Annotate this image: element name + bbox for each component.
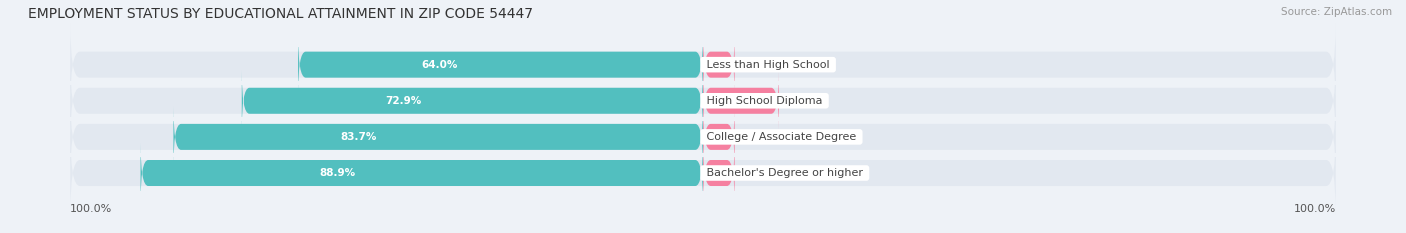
FancyBboxPatch shape (703, 34, 734, 95)
Text: 72.9%: 72.9% (385, 96, 422, 106)
Text: Bachelor's Degree or higher: Bachelor's Degree or higher (703, 168, 866, 178)
FancyBboxPatch shape (242, 70, 703, 131)
Text: 64.0%: 64.0% (422, 60, 458, 70)
FancyBboxPatch shape (703, 70, 779, 131)
Text: 0.0%: 0.0% (748, 132, 773, 142)
Text: College / Associate Degree: College / Associate Degree (703, 132, 859, 142)
FancyBboxPatch shape (298, 34, 703, 95)
FancyBboxPatch shape (173, 106, 703, 167)
Text: 100.0%: 100.0% (70, 204, 112, 214)
Text: 83.7%: 83.7% (340, 132, 377, 142)
Text: 88.9%: 88.9% (319, 168, 356, 178)
Text: High School Diploma: High School Diploma (703, 96, 825, 106)
FancyBboxPatch shape (703, 106, 734, 167)
FancyBboxPatch shape (703, 143, 734, 203)
Text: EMPLOYMENT STATUS BY EDUCATIONAL ATTAINMENT IN ZIP CODE 54447: EMPLOYMENT STATUS BY EDUCATIONAL ATTAINM… (28, 7, 533, 21)
Text: Source: ZipAtlas.com: Source: ZipAtlas.com (1281, 7, 1392, 17)
FancyBboxPatch shape (70, 24, 1336, 106)
FancyBboxPatch shape (70, 60, 1336, 142)
Text: 0.0%: 0.0% (748, 168, 773, 178)
Text: 0.0%: 0.0% (748, 60, 773, 70)
Text: 100.0%: 100.0% (1294, 204, 1336, 214)
Text: 1.2%: 1.2% (792, 96, 818, 106)
FancyBboxPatch shape (70, 96, 1336, 178)
FancyBboxPatch shape (70, 132, 1336, 214)
Text: Less than High School: Less than High School (703, 60, 834, 70)
FancyBboxPatch shape (141, 143, 703, 203)
